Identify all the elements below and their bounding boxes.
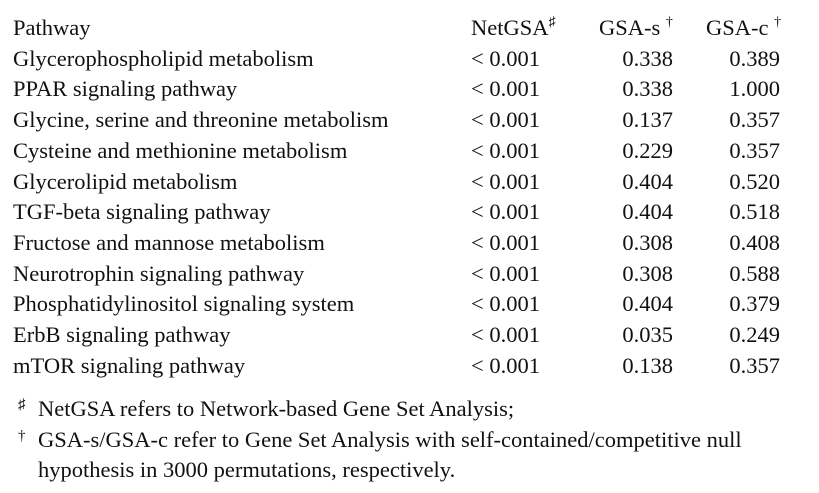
cell-gsa-s: 0.229	[622, 137, 673, 163]
cell-pathway: mTOR signaling pathway	[13, 352, 246, 378]
cell-gsa-c: 0.357	[729, 352, 780, 378]
cell-pathway: Cysteine and methionine metabolism	[13, 137, 348, 163]
cell-netgsa: < 0.001	[471, 322, 540, 348]
cell-gsa-c: 0.408	[729, 229, 780, 255]
cell-gsa-s: 0.308	[622, 260, 673, 286]
cell-netgsa: < 0.001	[471, 229, 540, 255]
cell-pathway: TGF-beta signaling pathway	[13, 199, 271, 225]
header-netgsa-footnote-mark: ♯	[548, 15, 556, 30]
table-row: Glycine, serine and threonine metabolism…	[13, 105, 796, 136]
cell-netgsa: < 0.001	[471, 107, 540, 133]
table-row: Cysteine and methionine metabolism < 0.00…	[13, 136, 796, 167]
cell-pathway: Glycerophospholipid metabolism	[13, 45, 314, 71]
cell-pathway: PPAR signaling pathway	[13, 76, 238, 102]
cell-gsa-s: 0.308	[622, 229, 673, 255]
cell-netgsa: < 0.001	[471, 352, 540, 378]
table-row: ErbB signaling pathway < 0.001 0.035 0.249	[13, 320, 796, 351]
footnote-gsa-mark: †	[18, 427, 26, 444]
table-row: mTOR signaling pathway < 0.001 0.138 0.357	[13, 351, 796, 382]
cell-gsa-s: 0.137	[622, 107, 673, 133]
cell-gsa-c: 0.357	[729, 107, 780, 133]
header-gsa-s: GSA-s †	[599, 15, 673, 40]
cell-gsa-s: 0.404	[622, 199, 673, 225]
table-row: Glycerophospholipid metabolism < 0.001 0.3…	[13, 44, 796, 75]
footnote-netgsa-mark: ♯	[18, 397, 26, 413]
footnote-netgsa: ♯ NetGSA refers to Network-based Gene Se…	[18, 394, 808, 425]
table-header-row: Pathway NetGSA♯ GSA-s † GSA-c †	[13, 13, 796, 44]
cell-netgsa: < 0.001	[471, 137, 540, 163]
header-gsa-c-footnote-mark: †	[774, 15, 782, 30]
footnotes: ♯ NetGSA refers to Network-based Gene Se…	[18, 394, 808, 486]
cell-gsa-c: 0.518	[729, 199, 780, 225]
cell-gsa-c: 0.379	[729, 291, 780, 317]
header-gsa-s-footnote-mark: †	[665, 15, 673, 30]
cell-pathway: Neurotrophin signaling pathway	[13, 260, 305, 286]
cell-pathway: Glycine, serine and threonine metabolism	[13, 107, 389, 133]
cell-gsa-s: 0.338	[622, 45, 673, 71]
cell-pathway: Phosphatidylinositol signaling system	[13, 291, 355, 317]
cell-gsa-c: 1.000	[729, 76, 780, 102]
cell-pathway: Fructose and mannose metabolism	[13, 229, 325, 255]
table-row: Phosphatidylinositol signaling system < 0…	[13, 289, 796, 320]
cell-pathway: Glycerolipid metabolism	[13, 168, 238, 194]
cell-netgsa: < 0.001	[471, 45, 540, 71]
cell-netgsa: < 0.001	[471, 199, 540, 225]
footnote-gsa-text: GSA-s/GSA-c refer to Gene Set Analysis w…	[38, 426, 742, 483]
cell-gsa-s: 0.404	[622, 291, 673, 317]
table-row: Neurotrophin signaling pathway < 0.001 0.3…	[13, 259, 796, 290]
cell-gsa-c: 0.249	[729, 322, 780, 348]
cell-gsa-s: 0.035	[622, 322, 673, 348]
header-netgsa: NetGSA♯	[471, 15, 556, 40]
cell-netgsa: < 0.001	[471, 260, 540, 286]
table-body: Glycerophospholipid metabolism < 0.001 0.3…	[13, 44, 796, 382]
pathway-results-table: Pathway NetGSA♯ GSA-s † GSA-c † Glycerop…	[13, 13, 796, 381]
cell-gsa-c: 0.520	[729, 168, 780, 194]
results-table-container: Pathway NetGSA♯ GSA-s † GSA-c † Glycerop…	[13, 13, 796, 381]
cell-netgsa: < 0.001	[471, 76, 540, 102]
cell-gsa-c: 0.588	[729, 260, 780, 286]
table-row: TGF-beta signaling pathway < 0.001 0.404 0.…	[13, 197, 796, 228]
header-pathway: Pathway	[13, 15, 91, 40]
cell-pathway: ErbB signaling pathway	[13, 322, 231, 348]
table-row: PPAR signaling pathway < 0.001 0.338 1.000	[13, 74, 796, 105]
cell-gsa-c: 0.357	[729, 137, 780, 163]
cell-gsa-s: 0.404	[622, 168, 673, 194]
cell-gsa-s: 0.138	[622, 352, 673, 378]
footnote-gsa: † GSA-s/GSA-c refer to Gene Set Analysis…	[18, 425, 808, 486]
cell-netgsa: < 0.001	[471, 168, 540, 194]
cell-gsa-s: 0.338	[622, 76, 673, 102]
table-row: Fructose and mannose metabolism < 0.001 0.…	[13, 228, 796, 259]
footnote-netgsa-text: NetGSA refers to Network-based Gene Set …	[38, 396, 515, 421]
table-row: Glycerolipid metabolism < 0.001 0.404 0.520	[13, 167, 796, 198]
cell-netgsa: < 0.001	[471, 291, 540, 317]
header-gsa-c: GSA-c †	[706, 15, 782, 40]
cell-gsa-c: 0.389	[729, 45, 780, 71]
